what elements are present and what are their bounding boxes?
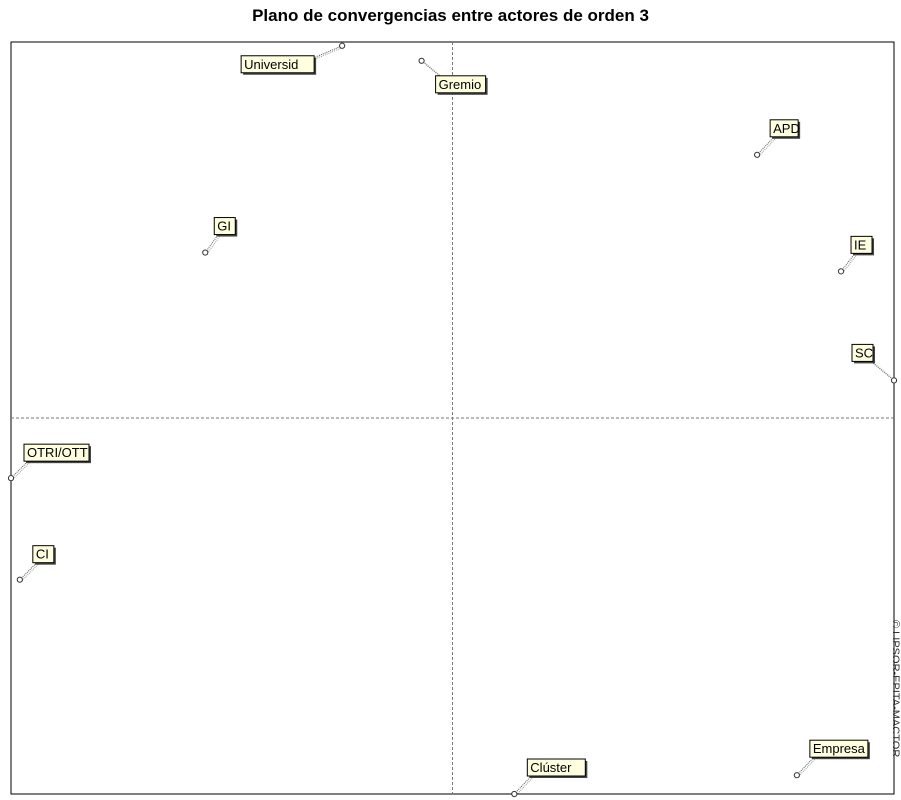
leader-line-shadow-empresa [798, 757, 817, 777]
watermark: © LIPSOR-EPITA-MACTOR [893, 620, 901, 790]
point-label-gremio: Gremio [439, 77, 482, 92]
leader-line-gi [204, 234, 219, 253]
leader-line-sc [870, 361, 895, 381]
label-box-ci [32, 545, 55, 564]
leader-line-shadow-gi [206, 235, 221, 254]
label-box-ie [850, 235, 873, 254]
point-cl-ster [511, 790, 518, 798]
chart-title: Plano de convergencias entre actores de … [252, 6, 649, 25]
point-empresa [793, 772, 800, 779]
point-label-apd: APD [773, 121, 800, 136]
leader-line-ie [840, 253, 856, 272]
point-label-ci: CI [36, 547, 49, 562]
watermark-text: © LIPSOR-EPITA-MACTOR [893, 620, 901, 758]
point-ci [16, 576, 23, 583]
leader-line-shadow-otri-ott [12, 461, 31, 480]
leader-line-shadow-universid [315, 46, 345, 60]
label-box-gi [213, 217, 236, 236]
point-gremio [418, 57, 425, 64]
leader-line-gremio [421, 60, 440, 77]
label-box-sc [851, 343, 874, 362]
point-label-ie: IE [854, 237, 867, 252]
leader-line-shadow-gremio [423, 61, 442, 78]
point-label-sc: SC [855, 345, 873, 360]
label-box-otri-ott [23, 443, 90, 462]
label-box-cl-ster [526, 758, 586, 777]
leader-line-empresa [796, 756, 815, 776]
leader-line-shadow-ci [21, 563, 40, 582]
point-ie [837, 268, 845, 275]
label-box-empresa [809, 739, 869, 758]
point-otri-ott [7, 475, 15, 482]
point-label-cl-ster: Clúster [530, 760, 572, 775]
leader-line-otri-ott [10, 460, 29, 479]
leader-line-shadow-cl-ster [515, 776, 534, 796]
point-universid [339, 42, 346, 49]
point-apd [754, 151, 761, 158]
point-label-otri-ott: OTRI/OTT [27, 445, 88, 460]
point-label-gi: GI [217, 219, 231, 234]
leader-line-apd [756, 136, 775, 156]
leader-line-cl-ster [513, 775, 532, 795]
label-box-apd [769, 119, 799, 138]
point-gi [202, 249, 209, 256]
leader-line-ci [19, 562, 38, 581]
leader-line-shadow-apd [758, 137, 777, 157]
label-box-gremio [435, 75, 487, 94]
point-sc [890, 377, 898, 384]
label-box-universid [240, 55, 315, 74]
point-label-universid: Universid [244, 57, 298, 72]
point-label-empresa: Empresa [813, 741, 866, 756]
leader-line-shadow-ie [842, 254, 858, 273]
leader-line-universid [313, 45, 343, 59]
